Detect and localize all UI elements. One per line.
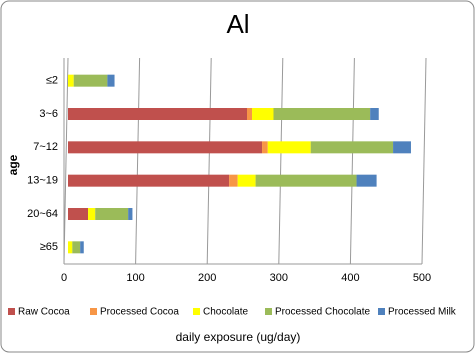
bar-segment xyxy=(229,174,238,187)
bar-segment xyxy=(80,241,84,254)
x-axis-title: daily exposure (ug/day) xyxy=(176,330,301,344)
x-tick-label: 100 xyxy=(126,272,144,284)
legend-swatch xyxy=(193,308,200,315)
legend-swatch xyxy=(378,308,385,315)
bar-segment xyxy=(255,174,357,187)
bar-segment xyxy=(310,141,394,154)
legend-swatch xyxy=(90,308,97,315)
grid-line xyxy=(278,57,284,265)
bar-segment xyxy=(73,74,108,87)
bar-segment xyxy=(95,208,129,220)
bar-segment xyxy=(68,141,263,154)
bar-segment xyxy=(68,241,73,254)
bar-segment xyxy=(273,108,371,120)
grid-line xyxy=(135,57,141,265)
bar-segment xyxy=(128,208,133,220)
legend-label: Processed Chocolate xyxy=(275,307,370,318)
bar-segment xyxy=(262,141,268,154)
y-tick-label: 20~64 xyxy=(27,208,58,220)
grid-line xyxy=(63,57,69,265)
y-tick-label: 13~19 xyxy=(27,175,58,187)
bar-segment xyxy=(88,208,96,220)
bar-segment xyxy=(370,108,379,120)
grid-line xyxy=(421,57,427,265)
bar-segment xyxy=(68,74,74,87)
legend-label: Processed Cocoa xyxy=(100,307,179,318)
x-tick-label: 200 xyxy=(198,272,216,284)
y-tick-label: ≥65 xyxy=(40,241,58,253)
x-tick-label: 0 xyxy=(61,272,67,284)
bar-segment xyxy=(68,108,247,120)
bar-segment xyxy=(68,174,230,187)
grid-line xyxy=(349,57,355,265)
bar-segment xyxy=(356,174,377,187)
bar-segment xyxy=(247,108,253,120)
y-tick-label: 3~6 xyxy=(39,108,58,120)
bar-segment xyxy=(393,141,411,154)
y-tick-label: 7~12 xyxy=(33,141,58,153)
bar-segment xyxy=(252,108,274,120)
legend-label: Processed Milk xyxy=(388,307,457,318)
bar-segment xyxy=(68,208,89,220)
bar-segment xyxy=(237,174,256,187)
bar-segment xyxy=(267,141,311,154)
legend-label: Raw Cocoa xyxy=(18,307,70,318)
y-tick-label: ≤2 xyxy=(46,75,58,87)
legend-swatch xyxy=(265,308,272,315)
bar-segment xyxy=(107,74,115,87)
legend-label: Chocolate xyxy=(203,307,248,318)
x-tick-label: 400 xyxy=(341,272,359,284)
chart-title: Al xyxy=(226,9,249,39)
legend-swatch xyxy=(8,308,15,315)
x-tick-label: 500 xyxy=(413,272,431,284)
x-tick-label: 300 xyxy=(270,272,288,284)
grid-line xyxy=(206,57,212,265)
y-axis-title: age xyxy=(6,154,20,175)
bar-segment xyxy=(72,241,81,254)
